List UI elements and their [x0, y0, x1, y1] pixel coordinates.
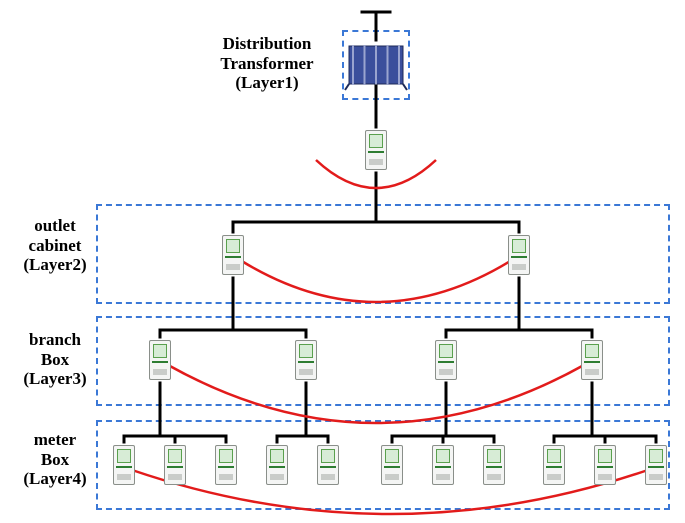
device-L3_2 — [291, 337, 321, 383]
diagram-canvas: Distribution Transformer (Layer1) outlet… — [0, 0, 685, 523]
layer2-box — [96, 204, 670, 304]
device-L4_1 — [109, 442, 139, 488]
layer1-label: Distribution Transformer (Layer1) — [202, 34, 332, 93]
device-L4_3 — [211, 442, 241, 488]
device-L3_1 — [145, 337, 175, 383]
layer4-label: meter Box (Layer4) — [14, 430, 96, 489]
device-L4_6 — [377, 442, 407, 488]
device-L4_11 — [641, 442, 671, 488]
device-L4_7 — [428, 442, 458, 488]
device-L3_3 — [431, 337, 461, 383]
device-L4_8 — [479, 442, 509, 488]
device-L4_4 — [262, 442, 292, 488]
device-L3_4 — [577, 337, 607, 383]
device-L4_9 — [539, 442, 569, 488]
device-L4_10 — [590, 442, 620, 488]
layer3-label: branch Box (Layer3) — [14, 330, 96, 389]
device-L4_2 — [160, 442, 190, 488]
device-L2_2 — [504, 232, 534, 278]
device-root — [361, 127, 391, 173]
layer1-box — [342, 30, 410, 100]
device-L2_1 — [218, 232, 248, 278]
device-L4_5 — [313, 442, 343, 488]
layer2-label: outlet cabinet (Layer2) — [14, 216, 96, 275]
